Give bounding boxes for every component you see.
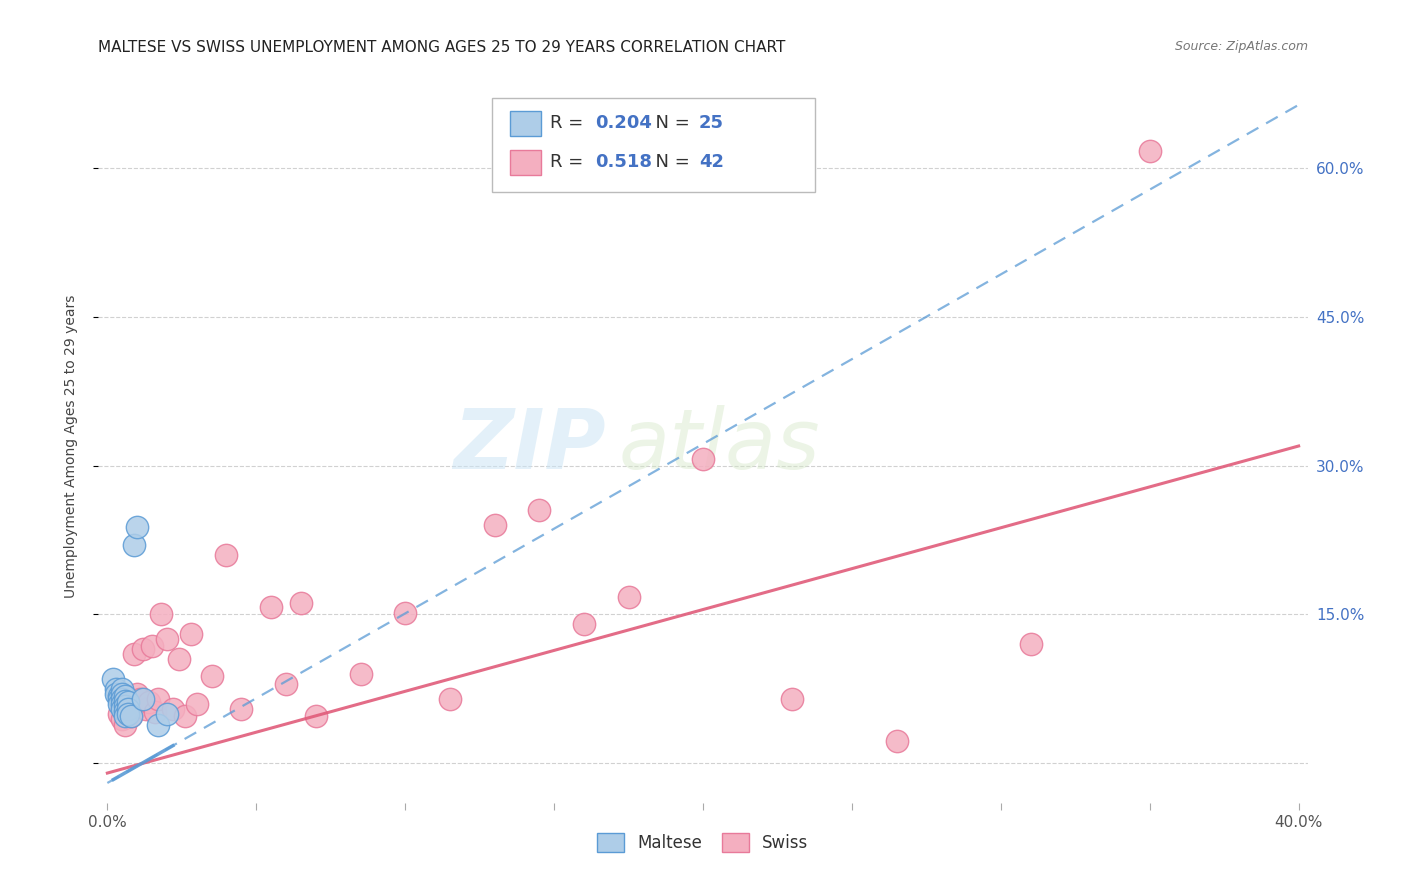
Text: N =: N = <box>644 114 696 132</box>
Point <box>120 705 142 719</box>
Point <box>103 672 125 686</box>
Point <box>122 647 145 661</box>
Point <box>439 691 461 706</box>
Point <box>305 708 328 723</box>
Point <box>886 734 908 748</box>
Point <box>114 708 136 723</box>
Point <box>349 667 371 681</box>
Point <box>108 689 131 703</box>
Point <box>527 503 550 517</box>
Point <box>186 697 208 711</box>
Text: 0.204: 0.204 <box>595 114 651 132</box>
Point <box>132 691 155 706</box>
Point <box>1019 637 1042 651</box>
Point <box>138 695 160 709</box>
Point <box>117 695 139 709</box>
Point <box>111 701 134 715</box>
Point <box>180 627 202 641</box>
Point <box>149 607 172 622</box>
Text: atlas: atlas <box>619 406 820 486</box>
Point <box>120 708 142 723</box>
Point <box>111 697 134 711</box>
Point <box>215 548 238 562</box>
Text: Source: ZipAtlas.com: Source: ZipAtlas.com <box>1174 40 1308 54</box>
Point <box>105 681 128 696</box>
Point <box>108 691 131 706</box>
Point <box>156 706 179 721</box>
Point <box>108 706 131 721</box>
Text: 42: 42 <box>699 153 724 171</box>
Text: MALTESE VS SWISS UNEMPLOYMENT AMONG AGES 25 TO 29 YEARS CORRELATION CHART: MALTESE VS SWISS UNEMPLOYMENT AMONG AGES… <box>98 40 786 55</box>
Point <box>114 698 136 713</box>
Point <box>120 708 142 723</box>
Point <box>146 718 169 732</box>
Point <box>117 701 139 715</box>
Point <box>162 701 184 715</box>
Point <box>111 687 134 701</box>
Point <box>200 669 222 683</box>
Point <box>122 538 145 552</box>
Point <box>167 652 190 666</box>
Point <box>231 701 253 715</box>
Point <box>114 718 136 732</box>
Point <box>127 698 149 713</box>
Text: ZIP: ZIP <box>454 406 606 486</box>
Point <box>114 694 136 708</box>
Point <box>692 451 714 466</box>
Point <box>146 691 169 706</box>
Text: 25: 25 <box>699 114 724 132</box>
Point <box>141 639 163 653</box>
Point <box>782 691 804 706</box>
Point <box>394 606 416 620</box>
Point <box>117 701 139 715</box>
Text: R =: R = <box>550 114 589 132</box>
Point <box>484 518 506 533</box>
Point <box>572 617 595 632</box>
Y-axis label: Unemployment Among Ages 25 to 29 years: Unemployment Among Ages 25 to 29 years <box>63 294 77 598</box>
Point <box>127 520 149 534</box>
Point <box>129 691 152 706</box>
Point <box>108 697 131 711</box>
Point <box>135 701 157 715</box>
Point <box>117 706 139 721</box>
Point <box>114 689 136 703</box>
Point <box>173 708 195 723</box>
Point <box>290 596 312 610</box>
Point <box>156 632 179 647</box>
Legend: Maltese, Swiss: Maltese, Swiss <box>591 826 815 859</box>
Point <box>260 599 283 614</box>
Point <box>132 642 155 657</box>
Point <box>617 590 640 604</box>
Point <box>1139 144 1161 158</box>
Point <box>274 677 297 691</box>
Point <box>105 687 128 701</box>
Point <box>143 705 166 719</box>
Text: R =: R = <box>550 153 589 171</box>
Point <box>111 691 134 706</box>
Point <box>114 704 136 718</box>
Point <box>127 687 149 701</box>
Point <box>111 681 134 696</box>
Text: N =: N = <box>644 153 696 171</box>
Point <box>111 712 134 726</box>
Text: 0.518: 0.518 <box>595 153 652 171</box>
